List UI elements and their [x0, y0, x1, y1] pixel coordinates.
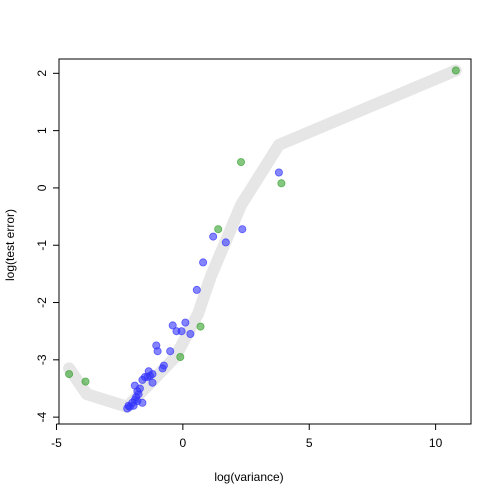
blue-data-point [166, 347, 175, 356]
green-data-point [81, 377, 90, 386]
green-data-point [176, 352, 185, 361]
x-axis-title: log(variance) [214, 470, 283, 484]
y-tick-label: 1 [35, 127, 49, 134]
blue-data-point [153, 347, 162, 356]
trend-line [63, 64, 462, 413]
blue-data-point [138, 398, 147, 407]
trend-line-layer [63, 64, 462, 413]
green-data-point [236, 158, 245, 167]
x-tick-label: 10 [429, 436, 443, 450]
x-tick-label: 0 [180, 436, 187, 450]
plot-frame [58, 58, 472, 425]
x-tick-label: 5 [306, 436, 313, 450]
blue-data-point [135, 384, 144, 393]
x-axis: -5 0 5 10 [51, 423, 443, 450]
green-data-point [277, 179, 286, 188]
blue-data-point [274, 168, 283, 177]
y-axis: -4 -3 -2 -1 0 1 2 [35, 70, 60, 422]
green-data-point [451, 66, 460, 75]
blue-data-point [148, 378, 157, 387]
blue-data-point [181, 318, 190, 327]
blue-data-point [186, 329, 195, 338]
y-tick-label: 2 [35, 70, 49, 77]
y-axis-title: log(test error) [3, 209, 17, 281]
blue-data-point [192, 285, 201, 294]
green-data-point [214, 225, 223, 234]
blue-data-point [159, 361, 168, 370]
blue-data-point [209, 232, 218, 241]
green-data-point [65, 370, 74, 379]
y-tick-label: 0 [35, 184, 49, 191]
y-tick-label: -2 [35, 297, 49, 308]
y-tick-label: -4 [35, 411, 49, 422]
y-tick-label: -1 [35, 240, 49, 251]
blue-data-point [221, 238, 230, 247]
y-tick-label: -3 [35, 354, 49, 365]
x-tick-label: -5 [51, 436, 62, 450]
green-data-point [196, 322, 205, 331]
blue-data-point [148, 370, 157, 379]
blue-data-point [168, 321, 177, 330]
blue-data-point [177, 327, 186, 336]
points-layer [65, 66, 460, 413]
blue-data-point [238, 225, 247, 234]
blue-data-point [199, 258, 208, 267]
